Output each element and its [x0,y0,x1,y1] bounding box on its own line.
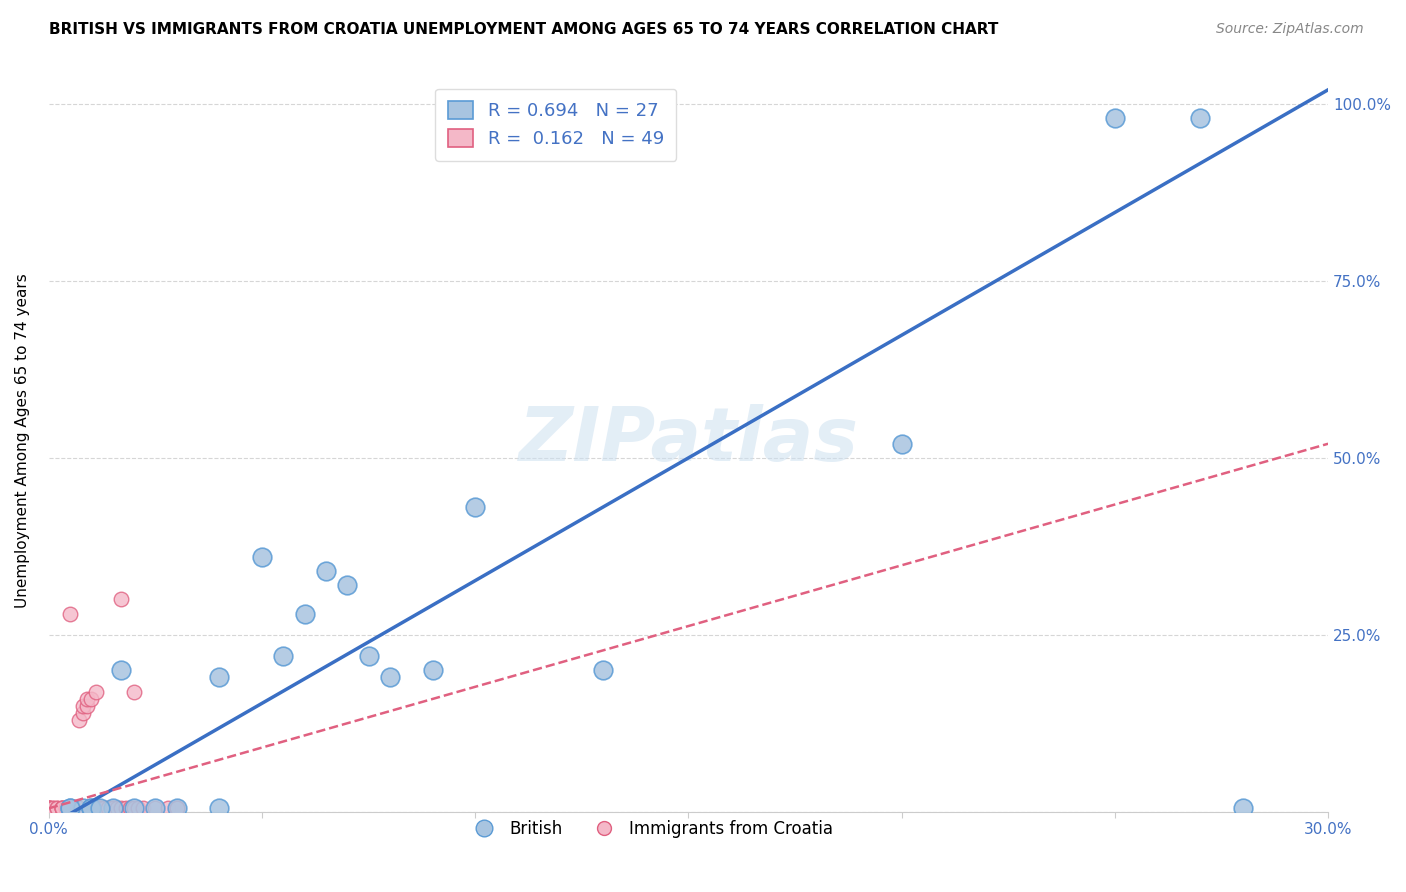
Point [59,801,82,815]
Text: Source: ZipAtlas.com: Source: ZipAtlas.com [1216,22,1364,37]
Point [72,706,94,720]
Point [105,801,128,815]
Y-axis label: Unemployment Among Ages 65 to 74 years: Unemployment Among Ages 65 to 74 years [15,273,30,607]
Point [89,801,111,815]
Point [84,801,107,815]
Point [464,500,486,515]
Point [46,801,69,815]
Text: ZIPatlas: ZIPatlas [519,404,859,476]
Point [80,691,103,706]
Point [51,801,73,815]
Point [315,564,337,578]
Point [145,801,167,815]
Point [59,801,82,815]
Point [1232,801,1254,815]
Text: BRITISH VS IMMIGRANTS FROM CROATIA UNEMPLOYMENT AMONG AGES 65 TO 74 YEARS CORREL: BRITISH VS IMMIGRANTS FROM CROATIA UNEMP… [49,22,998,37]
Point [38,801,60,815]
Point [127,801,149,815]
Point [51,801,73,815]
Point [97,801,120,815]
Point [336,578,359,592]
Point [76,691,98,706]
Point [67,801,90,815]
Point [38,801,60,815]
Point [42,801,65,815]
Point [166,801,188,815]
Point [208,670,231,684]
Point [42,801,65,815]
Point [46,801,69,815]
Point [122,801,145,815]
Point [592,663,614,677]
Point [80,801,103,815]
Point [378,670,401,684]
Point [122,801,145,815]
Point [51,801,73,815]
Point [250,549,273,564]
Point [101,801,124,815]
Point [80,801,103,815]
Point [76,698,98,713]
Point [101,801,124,815]
Point [271,649,294,664]
Point [110,592,132,607]
Point [67,713,90,727]
Point [89,801,111,815]
Point [38,801,60,815]
Point [890,436,912,450]
Point [110,663,132,677]
Point [294,607,316,621]
Point [357,649,380,664]
Point [422,663,444,677]
Point [55,801,77,815]
Point [72,698,94,713]
Point [131,801,153,815]
Point [55,801,77,815]
Point [38,801,60,815]
Point [72,801,94,815]
Point [118,801,141,815]
Point [38,801,60,815]
Point [1104,111,1126,125]
Point [59,801,82,815]
Point [93,801,115,815]
Point [101,801,124,815]
Point [51,801,73,815]
Point [80,801,103,815]
Point [208,801,231,815]
Point [166,801,188,815]
Point [63,801,86,815]
Point [114,801,136,815]
Point [89,801,111,815]
Point [145,801,167,815]
Legend: British, Immigrants from Croatia: British, Immigrants from Croatia [461,814,839,845]
Point [59,801,82,815]
Point [157,801,180,815]
Point [59,607,82,621]
Point [1189,111,1212,125]
Point [122,684,145,698]
Point [59,801,82,815]
Point [84,684,107,698]
Point [166,801,188,815]
Point [110,801,132,815]
